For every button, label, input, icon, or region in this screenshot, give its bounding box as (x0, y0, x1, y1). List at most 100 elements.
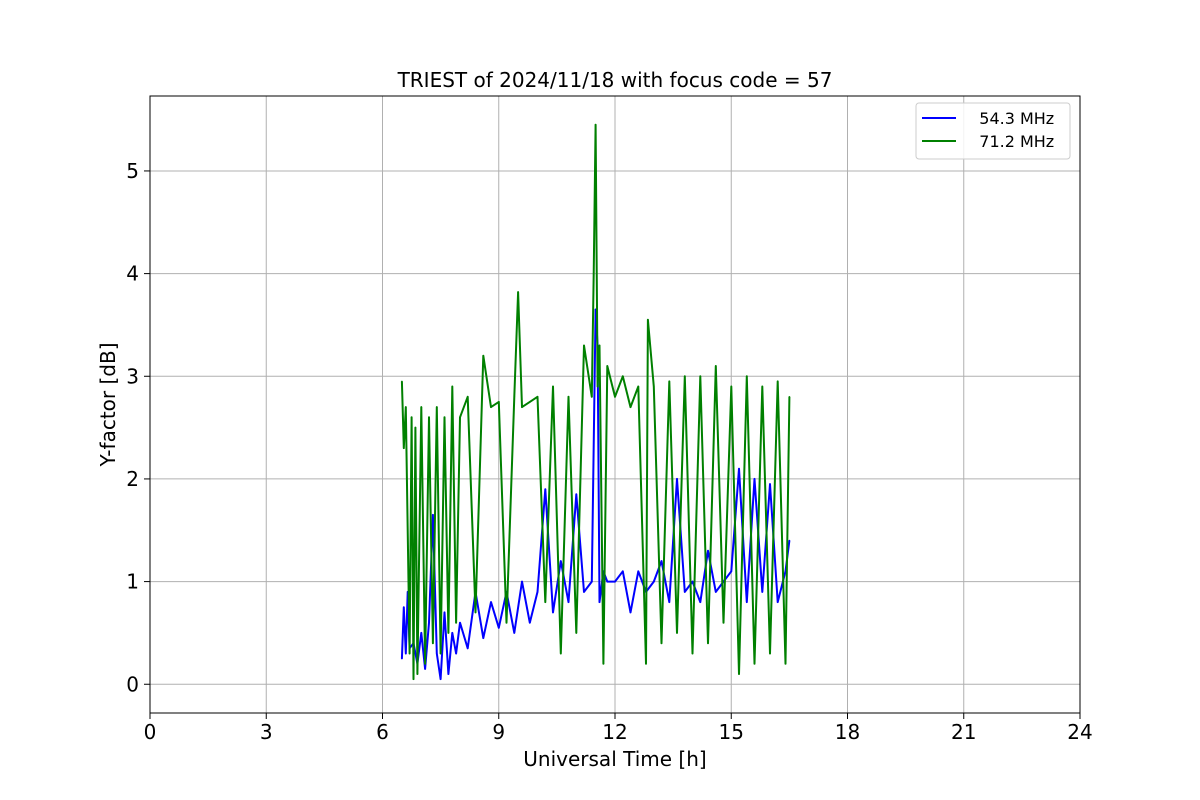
data-point (614, 396, 616, 398)
data-point (567, 396, 570, 398)
data-point (560, 652, 562, 655)
data-point (684, 591, 686, 593)
data-point (591, 580, 593, 583)
x-tick-label: 6 (376, 720, 389, 744)
data-point (521, 580, 523, 583)
data-point (412, 678, 415, 680)
x-axis-ticks: 0 3 6 9 12 15 18 21 24 (144, 713, 1093, 744)
data-point (505, 621, 508, 624)
x-tick-label: 9 (492, 720, 505, 744)
data-point (598, 344, 601, 347)
data-point (416, 673, 419, 675)
data-point (490, 406, 492, 408)
data-point (575, 493, 578, 496)
x-tick-label: 3 (260, 720, 273, 744)
data-point (536, 396, 539, 398)
data-point (594, 123, 597, 126)
data-point (776, 601, 779, 603)
data-point (432, 642, 434, 644)
data-point (598, 601, 601, 603)
data-point (707, 642, 709, 644)
x-axis-label: Universal Time [h] (523, 747, 706, 771)
data-point (424, 668, 426, 670)
data-point (784, 662, 787, 665)
x-tick-label: 15 (719, 720, 744, 744)
data-point (583, 344, 585, 347)
data-point (746, 375, 748, 378)
data-point (746, 601, 748, 603)
data-point (466, 396, 469, 398)
data-point (699, 601, 702, 603)
data-point (401, 380, 403, 383)
y-tick-label: 2 (126, 467, 139, 491)
legend: 54.3 MHz 71.2 MHz (915, 102, 1071, 160)
data-point (529, 621, 531, 624)
data-point (676, 478, 678, 480)
data-point (629, 406, 632, 408)
data-point (447, 673, 450, 675)
data-point (691, 652, 694, 655)
data-point (482, 637, 485, 639)
data-point (653, 385, 655, 388)
data-point (424, 662, 426, 665)
data-point (606, 580, 609, 583)
data-point (451, 385, 454, 388)
data-point (443, 416, 446, 419)
data-point (776, 380, 779, 383)
data-point (517, 291, 519, 293)
data-point (420, 632, 423, 634)
data-point (403, 606, 405, 609)
data-point (753, 662, 756, 665)
data-point (552, 611, 554, 614)
plot-lines (400, 123, 791, 681)
data-point (436, 406, 438, 408)
data-point (414, 426, 417, 429)
data-point (602, 662, 605, 665)
data-point (459, 621, 461, 624)
data-point (490, 601, 492, 603)
data-point (676, 632, 678, 634)
data-point (405, 652, 407, 655)
data-point (614, 580, 616, 583)
y-tick-label: 3 (126, 364, 139, 388)
data-point (769, 652, 771, 655)
legend-label: 71.2 MHz (964, 132, 1054, 151)
y-tick-label: 0 (126, 672, 139, 696)
data-point (668, 601, 671, 603)
data-point (730, 570, 733, 573)
data-point (428, 621, 430, 624)
data-point (761, 385, 764, 388)
y-axis-label: Y-factor [dB] (96, 342, 120, 467)
data-point (513, 396, 516, 398)
data-point (591, 396, 593, 398)
data-point (668, 380, 671, 383)
data-point (594, 308, 597, 311)
data-point (436, 652, 438, 655)
data-point (788, 396, 791, 398)
data-point (583, 591, 585, 593)
data-point (660, 560, 663, 562)
data-point (455, 652, 457, 655)
data-point (629, 611, 632, 614)
data-point (653, 580, 655, 583)
y-axis-ticks: 0 1 2 3 4 5 (126, 159, 150, 696)
data-point (622, 570, 624, 573)
data-point (498, 627, 500, 629)
data-point (622, 375, 624, 378)
chart-title: TRIEST of 2024/11/18 with focus code = 5… (397, 68, 833, 92)
x-tick-label: 21 (951, 720, 976, 744)
legend-label: 54.3 MHz (964, 109, 1054, 128)
data-point (451, 632, 454, 634)
data-point (498, 401, 500, 403)
x-tick-label: 0 (144, 720, 157, 744)
data-point (439, 652, 442, 655)
data-point (596, 385, 599, 388)
data-point (647, 319, 649, 321)
data-point (738, 467, 740, 470)
data-point (567, 601, 570, 603)
data-point (707, 550, 709, 552)
data-point (536, 591, 539, 593)
data-point (699, 375, 702, 378)
data-point (544, 488, 547, 491)
data-point (575, 632, 578, 634)
